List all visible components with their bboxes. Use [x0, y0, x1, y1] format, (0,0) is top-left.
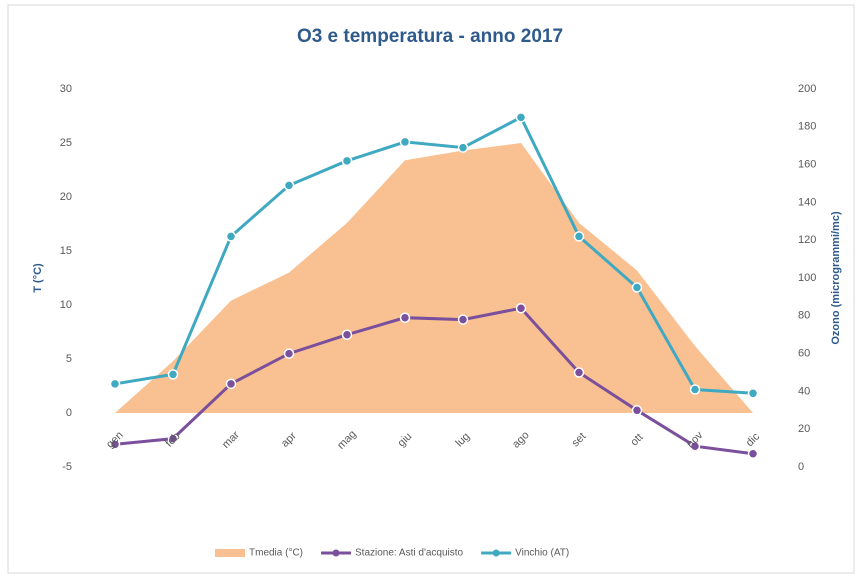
y-tick-label: 10 — [60, 299, 72, 311]
y-tick-label: 25 — [60, 137, 72, 149]
y-tick-label: 20 — [60, 191, 72, 203]
y-tick-label: 30 — [60, 83, 72, 95]
y2-tick-label: 0 — [798, 461, 804, 473]
y2-tick-label: 80 — [798, 310, 810, 322]
point — [225, 378, 237, 390]
y2-tick-label: 100 — [798, 272, 816, 284]
point — [515, 302, 527, 314]
point — [225, 231, 237, 242]
legend-label: Tmedia (°C) — [249, 548, 303, 559]
legend-swatch — [215, 549, 245, 557]
point — [167, 433, 179, 444]
point — [341, 329, 353, 340]
y-tick-label: 5 — [66, 353, 72, 365]
y2-tick-label: 60 — [798, 348, 810, 360]
point — [283, 348, 295, 359]
legend-label: Stazione: Asti d'acquisto — [355, 548, 464, 559]
point — [631, 282, 643, 293]
point — [573, 367, 585, 378]
point — [399, 136, 411, 148]
point — [689, 384, 701, 395]
y2-tick-label: 180 — [798, 121, 816, 133]
point — [109, 439, 121, 450]
y2-tick-label: 160 — [798, 159, 816, 171]
point — [399, 312, 411, 323]
point — [341, 155, 353, 167]
y2-tick-label: 40 — [798, 385, 810, 397]
y2-tick-label: 200 — [798, 83, 816, 95]
point — [689, 440, 701, 452]
y-tick-label: 15 — [60, 245, 72, 257]
legend-label: Vinchio (AT) — [515, 548, 569, 559]
y2-axis-label: Ozono (microgrammi/mc) — [830, 211, 842, 345]
legend-swatch — [492, 549, 500, 557]
area — [115, 143, 753, 413]
point — [457, 314, 469, 325]
y2-tick-label: 20 — [798, 423, 810, 435]
y-tick-label: 0 — [66, 407, 72, 419]
point — [515, 112, 527, 123]
chart-title: O3 e temperatura - anno 2017 — [297, 26, 563, 47]
point — [457, 142, 469, 153]
point — [167, 369, 179, 380]
legend-swatch — [332, 549, 340, 557]
point — [283, 180, 295, 191]
y-axis-label: T (°C) — [32, 263, 44, 293]
point — [747, 388, 759, 399]
line — [114, 306, 754, 456]
point — [109, 378, 121, 390]
y2-tick-label: 140 — [798, 196, 816, 208]
y-tick-label: -5 — [62, 461, 72, 473]
point — [747, 448, 759, 460]
point — [573, 231, 585, 242]
line — [114, 115, 754, 395]
y2-tick-label: 120 — [798, 234, 816, 246]
point — [631, 405, 643, 416]
